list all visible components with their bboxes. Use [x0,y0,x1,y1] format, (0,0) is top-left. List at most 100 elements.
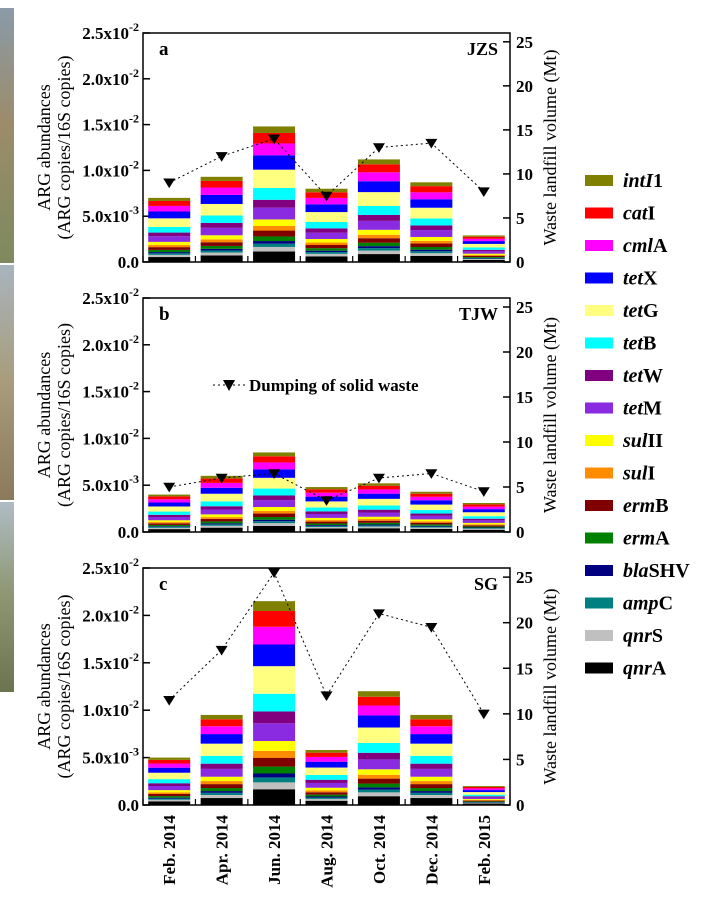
bar-segment [410,743,453,756]
bar-segment [410,788,453,792]
bar-segment [148,796,191,798]
bar-segment [253,187,296,200]
bar-segment [305,527,348,529]
legend-label: tetB [623,333,656,355]
landfill-marker [372,473,385,484]
bar-segment [410,500,453,505]
bar-segment [410,243,453,247]
bar-segment [305,525,348,528]
bar-segment [305,204,348,213]
bar-segment [357,691,400,697]
bar-segment [410,776,453,782]
legend-item: tetX [585,268,658,290]
bar-segment [410,513,453,516]
bar-segment [410,240,453,244]
photo-strip-top [0,8,14,263]
legend-item: tetB [585,333,656,355]
bar-segment [462,259,505,262]
bar-segment [462,258,505,260]
bar-segment [462,238,505,242]
bar-segment [410,491,453,494]
bar-segment [462,254,505,256]
bar-segment [148,244,191,248]
bar-segment [200,794,243,799]
bar-stack [253,601,296,805]
right-tick-label: 25 [516,298,533,317]
bar-segment [357,742,400,753]
bar-segment [305,520,348,522]
bar-segment [305,790,348,793]
bar-segment [200,776,243,782]
bar-stack [357,159,400,262]
bar-segment [200,493,243,502]
y2-axis-title: Waste landfill volume (Mt) [540,49,561,245]
bar-segment [200,514,243,518]
bar-segment [200,248,243,251]
bar-segment [200,791,243,793]
bar-segment [305,521,348,524]
bar-segment [305,245,348,249]
legend-item: tetG [585,300,659,322]
bar-segment [253,462,296,470]
bar-segment [462,259,505,260]
x-tick-label: Apr. 2014 [213,815,232,886]
bar-segment [200,506,243,510]
right-tick-label: 10 [516,165,533,184]
legend-label: catI [623,203,655,225]
bar-segment [357,715,400,728]
bar-stack [148,197,191,262]
bar-segment [148,759,191,764]
landfill-marker [425,623,438,633]
bar-segment [148,252,191,254]
left-tick-label: 1.0x10-2 [82,157,139,180]
bar-segment [253,207,296,220]
bar-segment [410,199,453,208]
right-tick-label: 20 [516,614,533,633]
legend-item: catI [585,203,655,225]
bar-segment [410,496,453,501]
bar-segment [357,192,400,206]
bar-segment [305,525,348,526]
annotation-text: Dumping of solid waste [249,376,419,395]
bar-segment [200,176,243,181]
bar-segment [410,510,453,514]
bar-segment [200,252,243,256]
bar-segment [305,517,348,521]
legend-item: intI1 [585,170,663,192]
landfill-marker [215,645,228,656]
right-tick-label: 10 [516,705,533,724]
bar-segment [462,528,505,529]
bar-segment [410,253,453,256]
bar-segment [253,711,296,724]
bar-segment [253,513,296,518]
bar-segment [200,222,243,228]
bar-segment [462,518,505,521]
right-tick-label: 0 [516,523,525,542]
bar-segment [253,507,296,511]
landfill-marker [215,152,228,162]
panel-letter: a [159,39,169,60]
site-label: SG [474,574,498,594]
bar-segment [357,248,400,251]
bar-segment [148,249,191,253]
bar-segment [410,768,453,777]
bar-segment [357,727,400,743]
bar-segment [305,761,348,768]
bar-segment [305,253,348,257]
bar-segment [200,245,243,249]
bar-segment [357,792,400,797]
bar-segment [200,482,243,488]
bar-segment [410,207,453,219]
bar-segment [410,218,453,226]
bar-segment [462,527,505,529]
bar-segment [148,247,191,250]
bar-segment [148,799,191,802]
bar-segment [462,525,505,527]
bar-segment [410,714,453,720]
bar-segment [200,734,243,744]
bar-segment [253,236,296,242]
bar-segment [305,489,348,493]
legend-swatch [585,370,613,381]
bar-segment [462,522,505,525]
bar-segment [253,230,296,237]
